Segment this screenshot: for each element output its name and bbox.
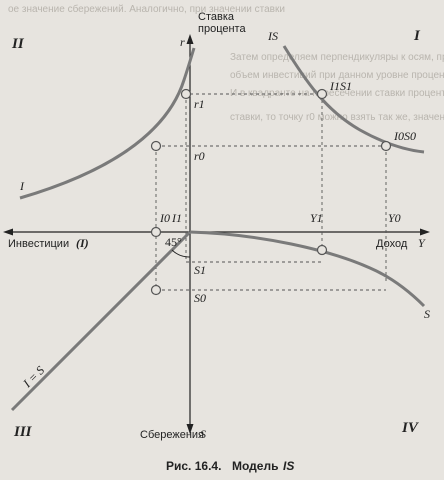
figure-caption: Рис. 16.4. Модель IS xyxy=(166,459,294,473)
y-axis-symbol: r xyxy=(180,35,185,49)
identity-line-label: I = S xyxy=(20,363,48,391)
points xyxy=(150,88,392,296)
angle-label: 45° xyxy=(165,235,182,249)
y-axis-title: Ставка xyxy=(198,11,235,23)
bg-text-5: ставки, то точку r0 можно взять так же, … xyxy=(230,112,444,123)
point-s1 xyxy=(316,244,328,256)
investment-curve xyxy=(19,47,196,200)
bg-text-3: объем инвестиций при данном уровне проце… xyxy=(230,69,444,81)
x-axis-left-arrow xyxy=(3,228,13,236)
investment-curve-label: I xyxy=(19,179,25,193)
point-is-0 xyxy=(380,140,392,152)
caption-title: Модель xyxy=(232,459,278,473)
savings-curve-label: S xyxy=(424,307,430,321)
y-axis-title-2: процента xyxy=(198,23,246,35)
quadrant-I: I xyxy=(413,28,421,44)
quadrant-IV: IV xyxy=(401,420,420,436)
is-point0-label: I0S0 xyxy=(393,129,416,143)
point-is-1 xyxy=(316,88,328,100)
y0-label: Y0 xyxy=(388,211,401,225)
s1-label: S1 xyxy=(194,263,206,277)
angle-arc xyxy=(171,249,191,258)
point-i0-axis xyxy=(150,226,162,238)
x-axis-title: Доход xyxy=(376,238,408,250)
r0-label: r0 xyxy=(194,149,205,163)
is-point1-label: I1S1 xyxy=(329,79,352,93)
x-axis-symbol: Y xyxy=(418,236,426,250)
point-i0-r0 xyxy=(150,140,162,152)
is-curve xyxy=(282,45,425,154)
x-left-axis-symbol: (I) xyxy=(76,236,89,250)
x-left-axis-title: Инвестиции xyxy=(8,238,69,250)
quadrant-III: III xyxy=(13,424,33,440)
y1-label: Y1 xyxy=(310,211,323,225)
y-axis-arrow xyxy=(186,34,194,44)
caption-prefix: Рис. 16.4. xyxy=(166,459,221,473)
r1-label: r1 xyxy=(194,97,205,111)
y-bottom-axis-symbol: S xyxy=(200,427,206,441)
bg-text-4: И в квадранте на пересечении ставки проц… xyxy=(230,88,444,99)
point-s0-line xyxy=(150,284,162,296)
quadrant-II: II xyxy=(11,36,25,52)
savings-curve xyxy=(189,230,426,308)
point-i1-r1 xyxy=(180,88,192,100)
bg-text-1: ое значение сбережений. Аналогично, при … xyxy=(8,3,285,15)
i0-label: I0 xyxy=(159,211,170,225)
x-axis-arrow xyxy=(420,228,430,236)
caption-model: IS xyxy=(283,459,294,473)
identity-line xyxy=(10,230,192,412)
y-bottom-axis-title: Сбережения xyxy=(140,429,204,441)
i1-label: I1 xyxy=(171,211,182,225)
s0-label: S0 xyxy=(194,291,206,305)
y-axis-down-arrow xyxy=(186,424,194,434)
bg-text-2: Затем определяем перпендикуляры к осям, … xyxy=(230,51,444,63)
is-curve-label: IS xyxy=(267,29,278,43)
